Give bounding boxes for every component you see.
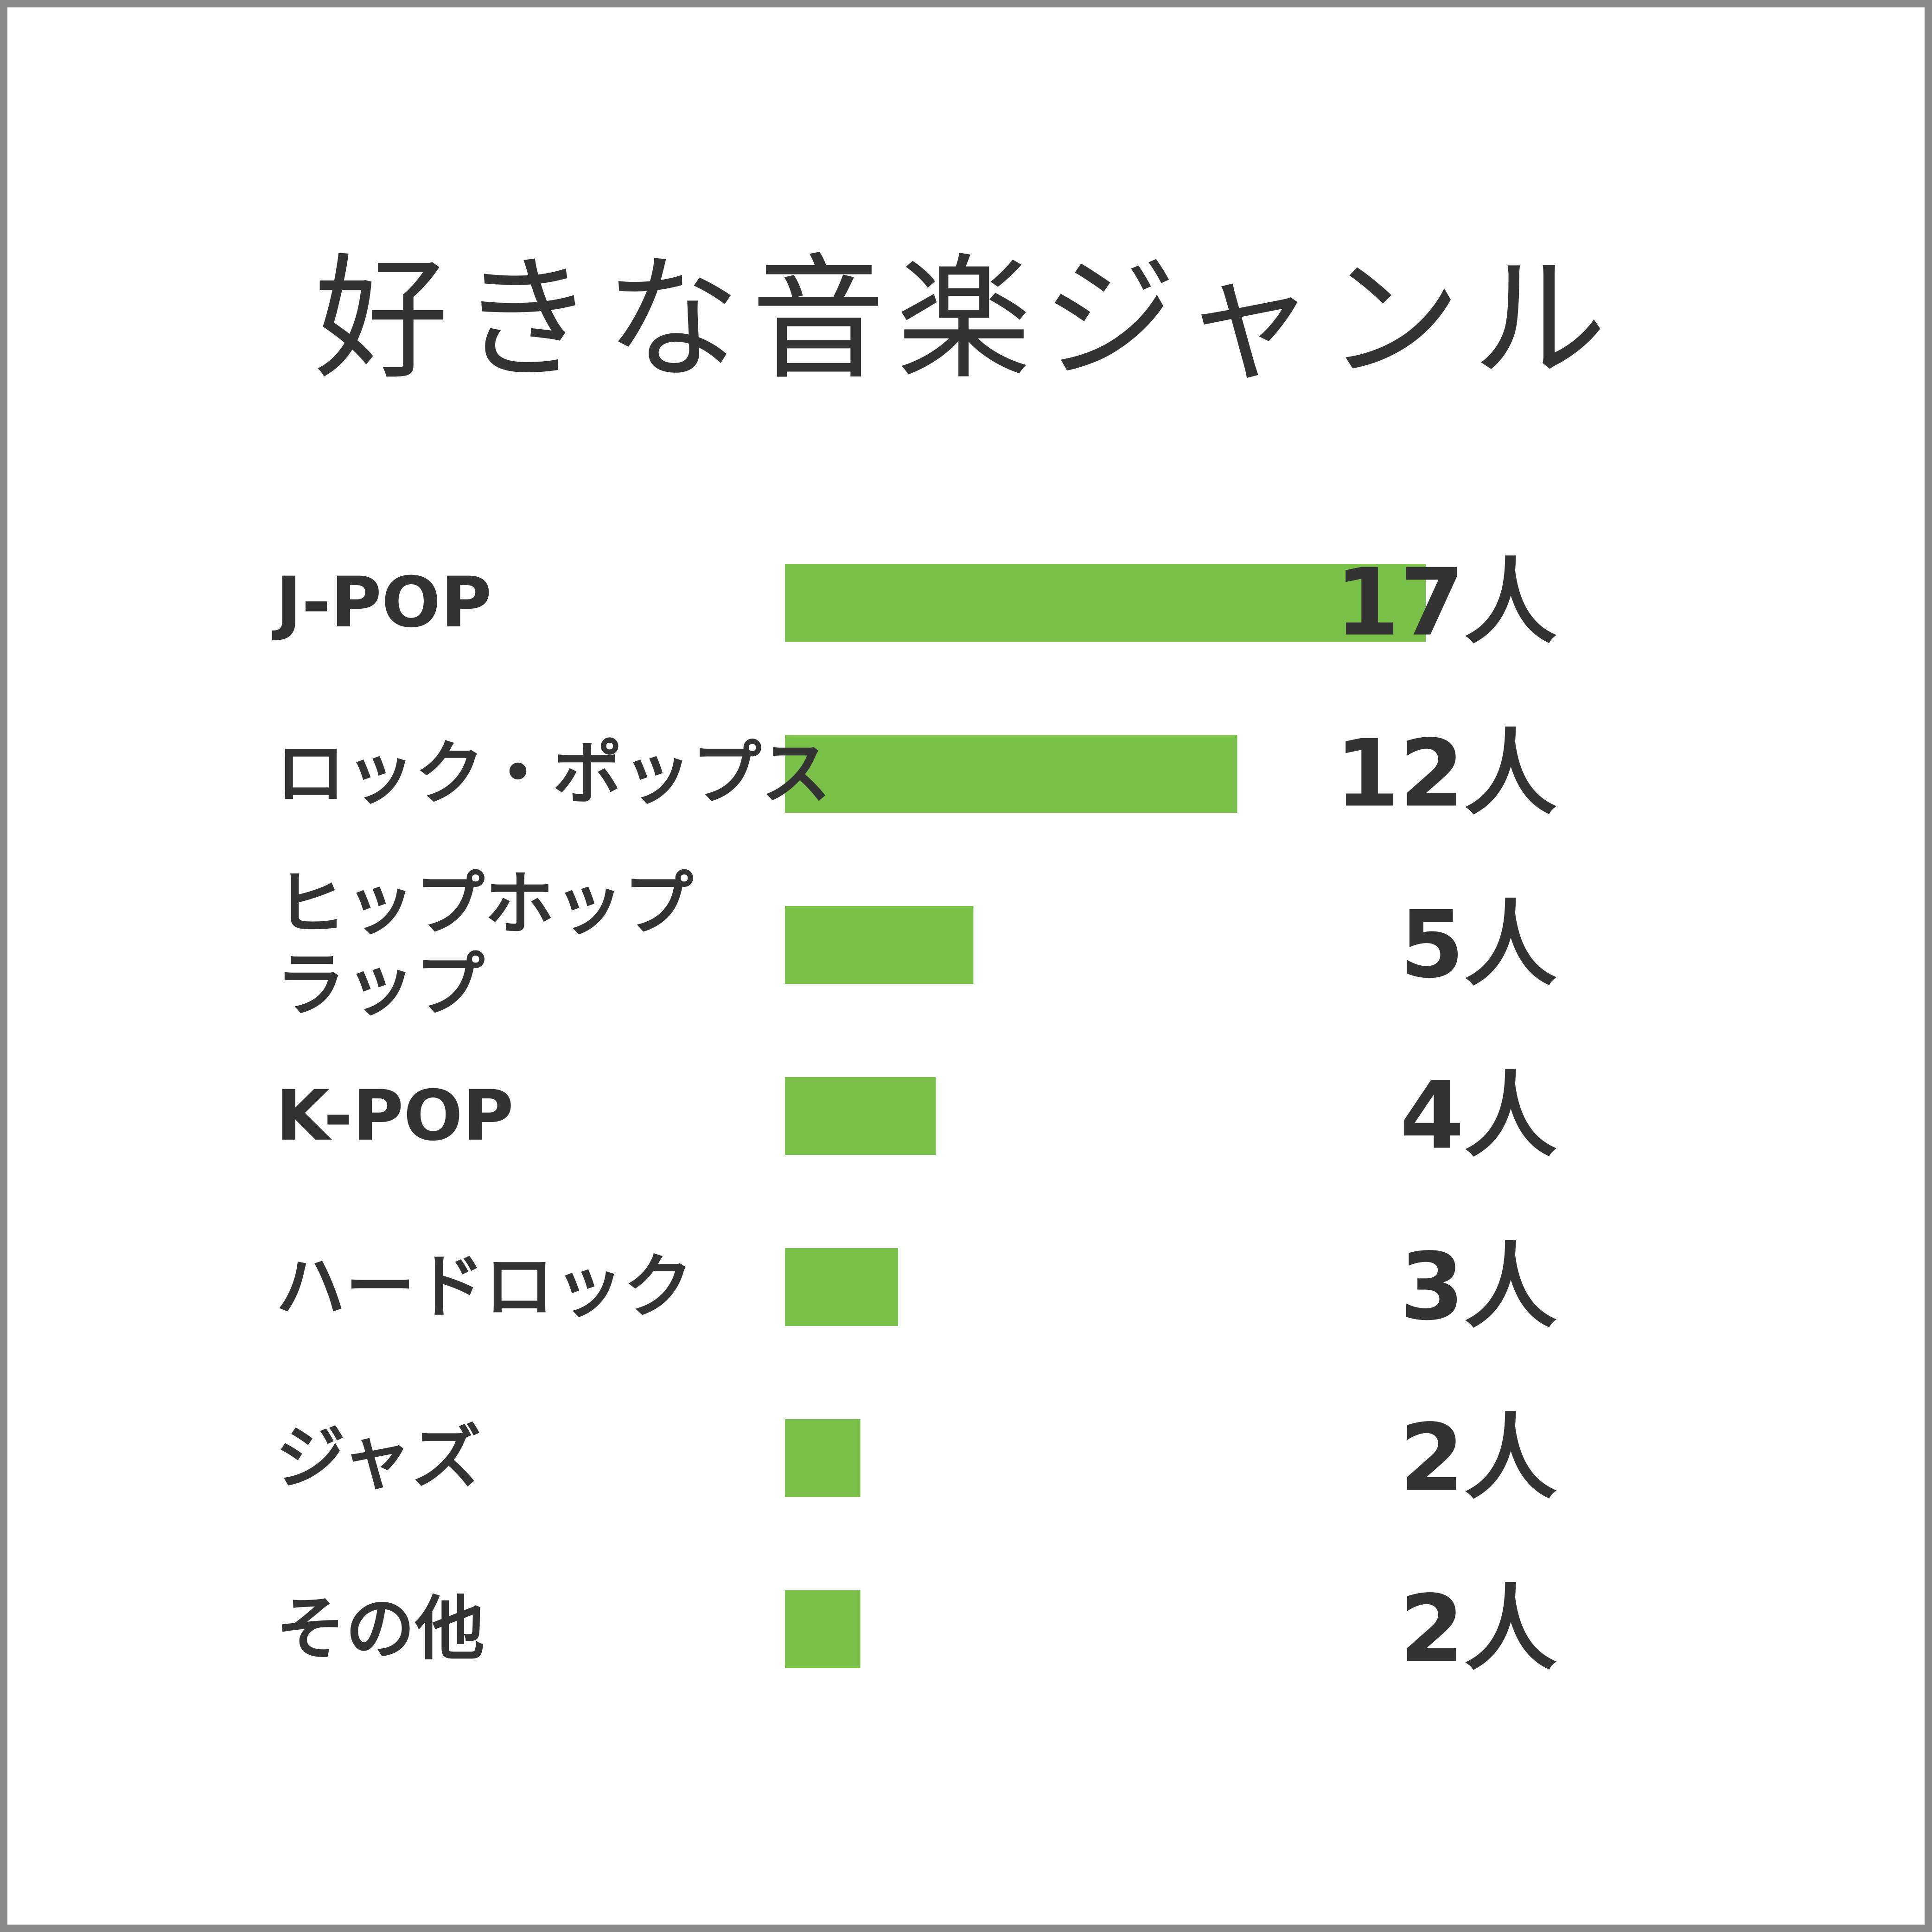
category-label-6: その他	[276, 1589, 485, 1670]
category-label-5: ジャズ	[276, 1418, 481, 1498]
bars-group	[785, 564, 1426, 1668]
bar-0	[785, 564, 1426, 642]
value-label-4: 3人	[1400, 1233, 1557, 1341]
chart-title: 好きな音楽ジャンル	[314, 242, 1618, 398]
bar-3	[785, 1077, 936, 1155]
category-label-4: ハードロック	[276, 1247, 693, 1327]
value-label-0: 17人	[1335, 549, 1557, 657]
bar-4	[785, 1248, 898, 1326]
value-labels-group: 17人 12人 5人 4人 3人 2人 2人	[1335, 549, 1557, 1683]
bar-5	[785, 1419, 861, 1497]
value-label-1: 12人	[1335, 720, 1557, 828]
value-label-5: 2人	[1400, 1404, 1557, 1512]
value-label-6: 2人	[1400, 1575, 1557, 1683]
category-label-3: K-POP	[276, 1076, 514, 1156]
bar-2	[785, 906, 974, 984]
category-label-0: J-POP	[272, 562, 491, 643]
category-label-2-line-0: ヒップホップ	[276, 864, 693, 945]
category-label-2-line-1: ラップ	[276, 945, 485, 1026]
value-label-3: 4人	[1400, 1062, 1557, 1170]
value-label-2: 5人	[1400, 891, 1557, 999]
bar-6	[785, 1590, 861, 1668]
bar-1	[785, 735, 1237, 813]
category-label-1: ロック・ポップス	[276, 733, 831, 814]
